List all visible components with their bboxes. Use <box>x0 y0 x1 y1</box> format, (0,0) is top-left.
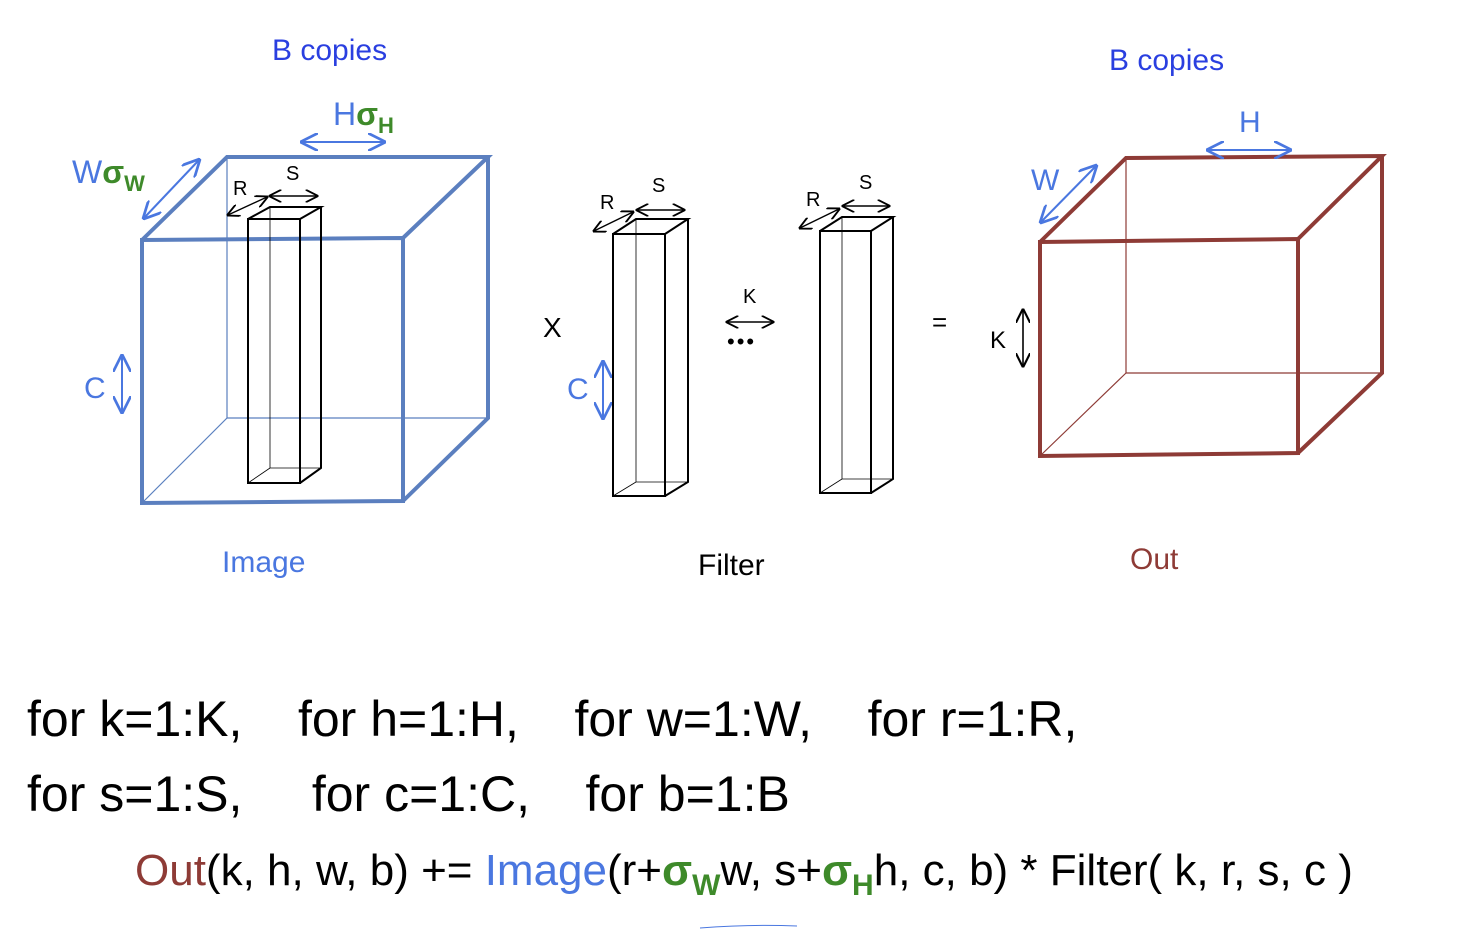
filter-prism-1 <box>612 218 692 497</box>
out-cube-front-face <box>1038 236 1300 459</box>
filter-s2-label: S <box>859 172 872 194</box>
eq-args-4: h, c, b) * Filter( k, r, s, c ) <box>873 846 1353 895</box>
out-cube-top-face <box>1038 153 1387 244</box>
filter-r2-arrow <box>800 209 839 228</box>
eq-args-2: (r+ <box>607 846 662 895</box>
out-h-label: H <box>1239 106 1261 139</box>
filter-s-label: S <box>652 175 665 197</box>
image-c-label: C <box>84 372 106 405</box>
out-cube-right-face <box>1296 156 1384 455</box>
filter-r-arrow <box>594 212 633 231</box>
image-cube <box>140 155 493 506</box>
image-r-label: R <box>233 178 247 200</box>
filter-r-label: R <box>600 192 614 214</box>
filter-ellipsis: ••• <box>727 329 756 354</box>
pen-mark <box>699 924 798 929</box>
out-caption: Out <box>1130 543 1179 576</box>
eq-args-3: w, s+ <box>720 846 822 895</box>
out-cube <box>1038 153 1387 459</box>
out-w-label: W <box>1031 164 1060 197</box>
filter-c-label: C <box>567 373 589 406</box>
filter-prism-2 <box>819 216 897 494</box>
out-cube-back-edge <box>1039 372 1127 457</box>
times-operator: X <box>543 312 562 343</box>
image-h-label: HσH <box>333 96 394 138</box>
eq-args-1: (k, h, w, b) += <box>205 846 485 895</box>
loop-line-2: for s=1:S, for c=1:C, for b=1:B <box>27 766 790 822</box>
eq-sub-h: H <box>852 869 874 902</box>
image-w-label: WσW <box>72 154 145 196</box>
out-copies-label: B copies <box>1109 44 1224 77</box>
image-w-arrow <box>144 160 199 218</box>
out-k-label: K <box>990 327 1006 354</box>
eq-sigma-w: σ <box>662 846 693 895</box>
eq-sub-w: W <box>692 869 721 902</box>
image-r-arrow <box>228 197 267 215</box>
out-w-arrow <box>1041 166 1096 222</box>
loop-line-1: for k=1:K, for h=1:H, for w=1:W, for r=1… <box>27 691 1078 747</box>
filter-caption: Filter <box>698 549 765 582</box>
filter-k-label: K <box>743 286 757 308</box>
image-cube-top-face <box>140 155 493 242</box>
image-s-label: S <box>286 163 299 185</box>
image-copies-label: B copies <box>272 34 387 67</box>
eq-out: Out <box>135 846 206 895</box>
filter-r2-label: R <box>806 189 820 211</box>
eq-sigma-h: σ <box>821 846 853 895</box>
image-caption: Image <box>222 546 305 579</box>
equals-operator: = <box>932 307 947 337</box>
image-cube-right-face <box>401 157 490 503</box>
eq-image: Image <box>484 846 607 895</box>
image-cube-back-edge <box>141 417 228 504</box>
image-column-prism <box>247 206 325 484</box>
update-equation: Out(k, h, w, b) += Image(r+σWw, s+σHh, c… <box>135 846 1353 903</box>
